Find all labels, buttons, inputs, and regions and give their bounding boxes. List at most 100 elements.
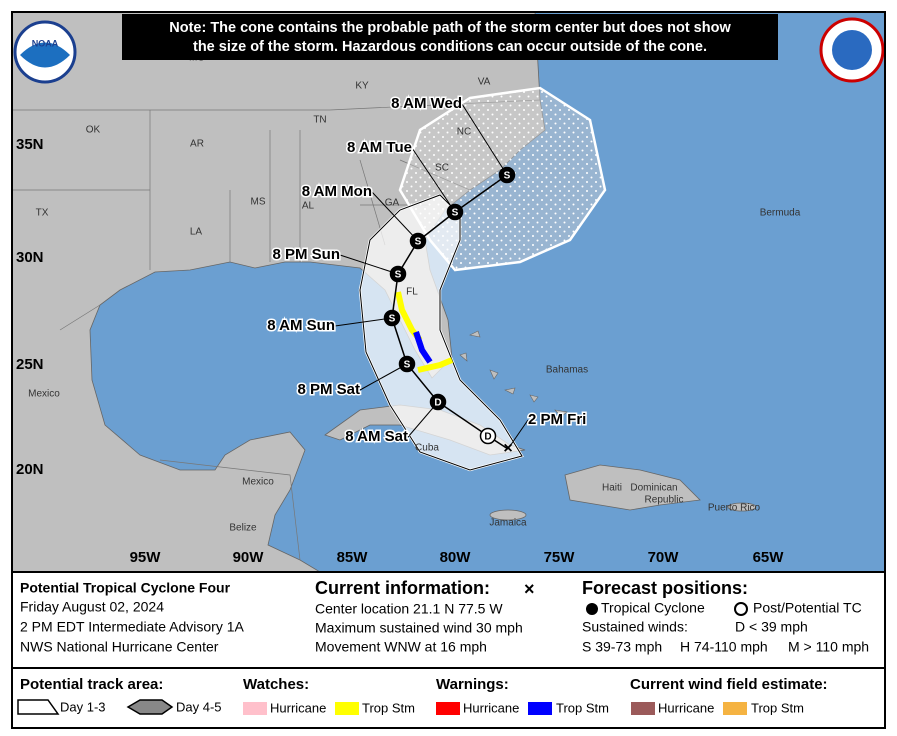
d-class: D < 39 mph <box>735 619 808 635</box>
point-symbol: S <box>452 208 459 219</box>
place-label: OK <box>86 125 101 136</box>
point-symbol: D <box>484 432 491 443</box>
place-label: Jamaica <box>489 518 527 529</box>
place-label: Mexico <box>242 477 274 488</box>
warn-hurricane-swatch <box>436 702 460 715</box>
place-label: SC <box>435 163 449 174</box>
note-box <box>122 14 778 60</box>
tropical-storm-warning <box>413 331 433 364</box>
current-position: × <box>503 440 512 457</box>
point-symbol: S <box>389 314 396 325</box>
note-line: the size of the storm. Hazardous conditi… <box>193 39 707 55</box>
point-symbol: S <box>415 237 422 248</box>
place-label: GA <box>385 198 400 209</box>
advisory: 2 PM EDT Intermediate Advisory 1A <box>20 619 244 635</box>
nws-logo-inner <box>832 30 872 70</box>
legend-panel <box>11 667 886 729</box>
place-label: MS <box>251 197 266 208</box>
warn-ts-label: Trop Stm <box>556 700 609 715</box>
place-label: TN <box>313 115 326 126</box>
forecast-point <box>383 309 401 327</box>
watch-hurricane-swatch <box>243 702 267 715</box>
forecast-point <box>398 355 416 373</box>
current-line: Center location 21.1 N 77.5 W <box>315 601 503 617</box>
watch-hurricane-label: Hurricane <box>270 700 326 715</box>
forecast-label: 2 PM Fri <box>528 411 586 428</box>
track-title: Potential track area: <box>20 676 163 693</box>
lon-label: 85W <box>337 549 369 566</box>
jamaica <box>489 509 527 521</box>
lon-label: 75W <box>544 549 576 566</box>
forecast-label: 8 AM Sun <box>267 317 335 334</box>
place-label: NC <box>457 127 471 138</box>
wind-title: Current wind field estimate: <box>630 676 828 693</box>
noaa-logo-wave <box>20 42 70 68</box>
place-label: VA <box>478 77 491 88</box>
point-symbol: D <box>434 398 441 409</box>
lon-label: 95W <box>130 549 162 566</box>
lat-label: 25N <box>16 356 44 373</box>
place-label: TX <box>36 208 49 219</box>
storm-name: Potential Tropical Cyclone Four <box>20 580 231 596</box>
current-line: Maximum sustained wind 30 mph <box>315 620 523 636</box>
tc-label: Tropical Cyclone <box>601 600 705 616</box>
place-label: AR <box>190 139 204 150</box>
cone-outline <box>359 194 523 471</box>
sustained-label: Sustained winds: <box>582 619 688 635</box>
lat-label: 35N <box>16 136 44 153</box>
day13-swatch <box>17 699 60 715</box>
lon-label: 90W <box>233 549 265 566</box>
place-label: LA <box>190 227 203 238</box>
lon-label: 80W <box>440 549 472 566</box>
forecast-label: 8 AM Sat <box>345 428 408 445</box>
current-title: Current information: <box>315 578 490 598</box>
place-label: AL <box>302 201 315 212</box>
post-tc-label: Post/Potential TC <box>753 600 862 616</box>
center-name: NWS National Hurricane Center <box>20 639 219 655</box>
forecast-label: 8 PM Sun <box>272 246 340 263</box>
current-line: Movement WNW at 16 mph <box>315 639 487 655</box>
point-symbol: S <box>404 360 411 371</box>
forecast-point <box>446 203 464 221</box>
noaa-logo-text: NOAA <box>32 38 59 48</box>
day13-label: Day 1-3 <box>60 699 106 714</box>
storm-date: Friday August 02, 2024 <box>20 599 164 615</box>
place-label: Haiti <box>602 483 622 494</box>
current-symbol: × <box>524 579 535 599</box>
forecast-point <box>479 427 497 445</box>
puerto-rico <box>727 502 757 512</box>
lat-label: 30N <box>16 249 44 266</box>
wind-ts-label: Trop Stm <box>751 700 804 715</box>
place-label: Mexico <box>28 389 60 400</box>
warnings-title: Warnings: <box>436 676 509 693</box>
tc-symbol <box>586 603 598 615</box>
forecast-label: 8 PM Sat <box>297 381 360 398</box>
place-label: Belize <box>229 523 257 534</box>
bahamas <box>459 330 568 418</box>
forecast-point <box>429 393 447 411</box>
place-label: Bahamas <box>546 365 588 376</box>
post-tc-symbol <box>734 602 748 616</box>
wind-ts-swatch <box>723 702 747 715</box>
place-label: KY <box>355 81 369 92</box>
forecast-title: Forecast positions: <box>582 578 748 598</box>
day45-label: Day 4-5 <box>176 699 222 714</box>
forecast-label: 8 AM Wed <box>391 95 462 112</box>
forecast-label: 8 AM Tue <box>347 139 412 156</box>
wind-hurricane-label: Hurricane <box>658 700 714 715</box>
watch-ts-swatch <box>335 702 359 715</box>
hispaniola <box>564 464 701 511</box>
place-label: Cuba <box>415 443 439 454</box>
day45-swatch <box>126 699 174 715</box>
info-panel <box>11 571 886 669</box>
warn-hurricane-label: Hurricane <box>463 700 519 715</box>
forecast-label: 8 AM Mon <box>302 183 372 200</box>
watches-title: Watches: <box>243 676 309 693</box>
place-label: FL <box>406 287 418 298</box>
legend: Potential track area: Day 1-3 Day 4-5 Wa… <box>17 676 828 715</box>
info: Potential Tropical Cyclone Four Friday A… <box>20 578 869 655</box>
point-symbol: S <box>504 171 511 182</box>
axis-labels: 35N 30N 25N 20N 95W 90W 85W 80W 75W 70W 65W <box>16 136 784 566</box>
